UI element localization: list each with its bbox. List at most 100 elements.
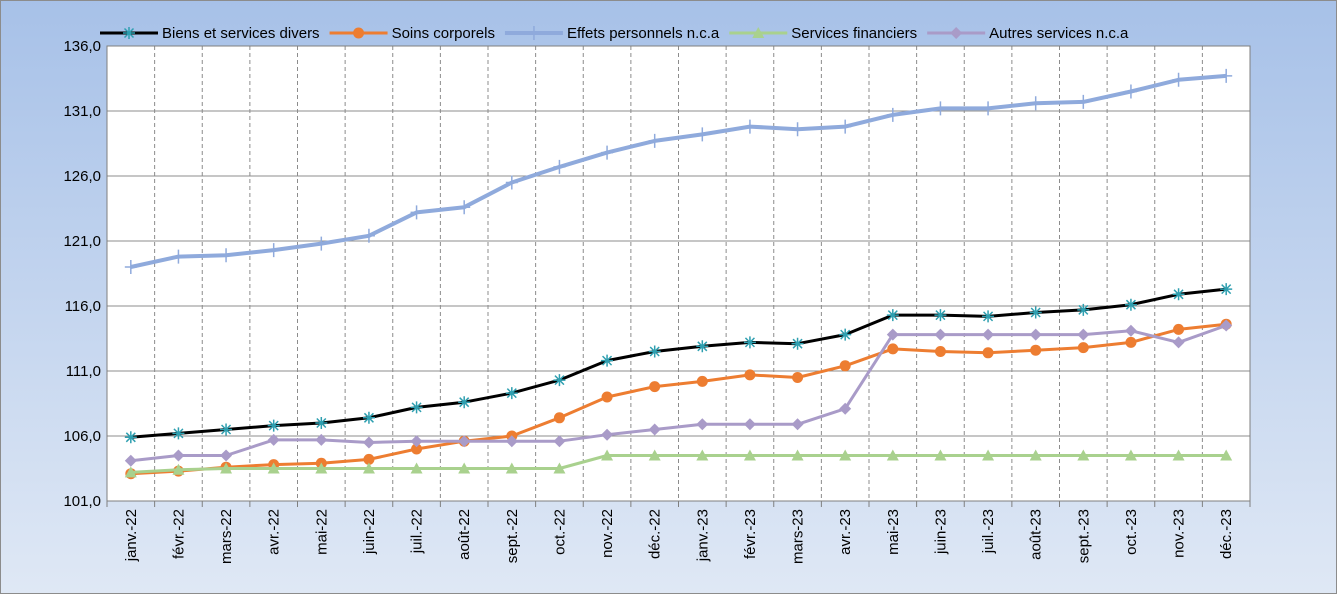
point — [648, 345, 661, 358]
point — [505, 435, 518, 448]
point — [649, 381, 661, 393]
y-tick-label: 116,0 — [65, 298, 101, 315]
point — [982, 310, 995, 323]
legend-marker — [950, 27, 963, 39]
point — [172, 449, 185, 462]
point — [362, 436, 375, 449]
point — [362, 462, 375, 474]
x-tick-label: mars-23 — [790, 509, 807, 564]
point — [1125, 336, 1137, 348]
point — [982, 347, 994, 359]
point — [267, 243, 280, 258]
point — [1220, 449, 1233, 461]
y-tick-label: 111,0 — [66, 363, 101, 380]
series-line — [130, 73, 1227, 269]
point — [172, 463, 185, 475]
series — [124, 319, 1233, 467]
point — [1220, 68, 1233, 83]
point — [601, 354, 614, 367]
x-tick-label: août-22 — [456, 509, 473, 560]
y-tick-label: 101,0 — [63, 493, 101, 510]
point — [744, 369, 756, 381]
legend-label: Biens et services divers — [162, 25, 320, 42]
point — [1124, 449, 1137, 461]
point — [982, 449, 995, 461]
point — [1172, 288, 1185, 301]
point — [124, 454, 137, 467]
x-tick-label: févr.-22 — [170, 509, 187, 559]
x-tick-label: mai-22 — [313, 509, 330, 555]
point — [410, 435, 423, 448]
series-line — [130, 287, 1227, 439]
point — [1077, 342, 1089, 354]
series — [124, 449, 1233, 478]
point — [743, 336, 756, 349]
legend-marker — [123, 27, 135, 39]
x-tick-label: sept.-22 — [504, 509, 521, 563]
point — [1124, 324, 1137, 337]
legend-label: Effets personnels n.c.a — [567, 25, 720, 42]
point — [267, 419, 280, 432]
point — [791, 449, 804, 461]
point — [172, 427, 185, 440]
y-tick-label: 106,0 — [63, 428, 101, 445]
point — [1124, 84, 1137, 99]
point — [1172, 72, 1185, 87]
y-tick-label: 126,0 — [63, 168, 101, 185]
point — [696, 418, 709, 431]
point — [315, 433, 328, 446]
x-tick-label: nov.-22 — [599, 509, 616, 558]
point — [1077, 328, 1090, 341]
point — [839, 328, 852, 341]
point — [458, 396, 471, 409]
point — [1172, 336, 1185, 349]
point — [886, 449, 899, 461]
point — [220, 462, 233, 474]
y-tick-label: 136,0 — [63, 38, 101, 55]
point — [553, 374, 566, 387]
point — [267, 433, 280, 446]
point — [220, 449, 233, 462]
point — [220, 248, 233, 263]
point — [1220, 319, 1233, 332]
point — [1029, 328, 1042, 341]
point — [792, 372, 804, 383]
point — [411, 443, 423, 455]
x-tick-label: mars-22 — [218, 509, 235, 564]
point — [458, 435, 471, 448]
point — [1077, 303, 1090, 316]
point — [362, 411, 375, 424]
point — [553, 462, 566, 474]
point — [1029, 306, 1042, 319]
point — [410, 462, 423, 474]
point — [458, 462, 471, 474]
point — [1029, 96, 1042, 111]
point — [886, 107, 899, 122]
x-tick-label: janv.-22 — [123, 509, 140, 562]
point — [743, 119, 756, 134]
point — [743, 449, 756, 461]
point — [124, 431, 137, 444]
x-tick-label: sept.-23 — [1075, 509, 1092, 563]
point — [124, 466, 137, 478]
point — [934, 328, 947, 341]
point — [743, 418, 756, 431]
x-tick-label: juin-22 — [361, 509, 378, 555]
point — [791, 122, 804, 137]
x-tick-label: déc.-23 — [1218, 509, 1235, 559]
point — [505, 175, 518, 190]
point — [934, 449, 947, 461]
x-tick-label: déc.-22 — [647, 509, 664, 559]
x-tick-label: nov.-23 — [1171, 509, 1188, 558]
point — [315, 462, 328, 474]
point — [601, 145, 614, 160]
point — [648, 133, 661, 148]
point — [839, 119, 852, 134]
x-tick-label: mai-23 — [885, 509, 902, 555]
series-line — [130, 322, 1227, 476]
point — [1029, 449, 1042, 461]
point — [696, 449, 709, 461]
point — [886, 328, 899, 341]
x-tick-label: févr.-23 — [742, 509, 759, 559]
